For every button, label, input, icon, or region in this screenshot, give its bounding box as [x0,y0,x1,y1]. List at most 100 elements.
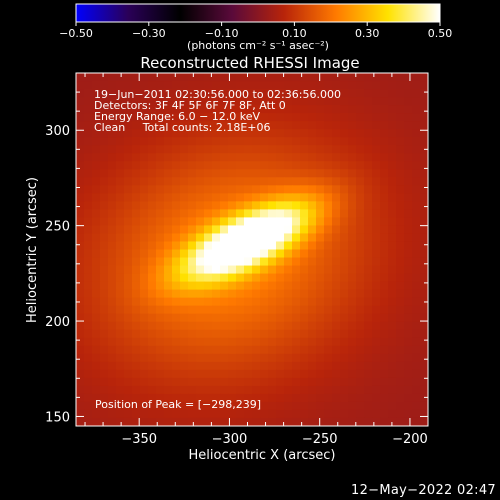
heatmap-cell [364,273,373,283]
heatmap-cell [180,177,189,186]
heatmap-cell [196,185,205,194]
heatmap-cell [196,321,205,331]
heatmap-cell [164,409,173,419]
heatmap-cell [84,305,93,315]
heatmap-cell [148,89,157,98]
heatmap-cell [244,161,253,170]
heatmap-cell [380,281,389,291]
heatmap-cell [252,297,261,307]
heatmap-cell [308,385,317,395]
heatmap-cell [300,169,309,178]
heatmap-cell [164,153,173,162]
heatmap-cell [140,233,149,243]
heatmap-cell [236,185,245,194]
heatmap-cell [116,297,125,307]
heatmap-cell [220,385,229,395]
heatmap-cell [364,361,373,371]
heatmap-cell [420,225,428,235]
heatmap-cell [420,345,428,355]
heatmap-cell [204,289,213,299]
heatmap-cell [188,273,197,283]
heatmap-cell [356,89,365,98]
heatmap-cell [252,305,261,315]
heatmap-cell [76,265,85,275]
heatmap-cell [308,145,317,154]
annotation-block: 19−Jun−2011 02:30:56.000 to 02:36:56.000… [94,88,341,134]
heatmap-cell [196,297,205,307]
heatmap-cell [148,217,157,227]
heatmap-cell [404,193,413,202]
heatmap-cell [220,97,229,106]
heatmap-cell [404,257,413,267]
heatmap-cell [404,89,413,98]
heatmap-cell [124,113,133,122]
heatmap-cell [164,201,173,210]
heatmap-cell [116,193,125,202]
heatmap-cell [292,169,301,178]
heatmap-cell [100,113,109,122]
heatmap-cell [284,185,293,194]
heatmap-cell [116,273,125,283]
heatmap-cell [108,289,117,299]
heatmap-cell [388,201,397,210]
heatmap-cell [124,361,133,371]
heatmap-cell [324,121,333,130]
heatmap-cell [140,273,149,283]
heatmap-cell [388,393,397,403]
heatmap-cell [92,345,101,355]
heatmap-cell [324,177,333,186]
heatmap-cell [124,233,133,243]
heatmap-cell [404,417,413,426]
heatmap-cell [268,417,277,426]
heatmap-cell [124,353,133,363]
heatmap-cell [388,361,397,371]
heatmap-cell [332,329,341,339]
heatmap-cell [100,353,109,363]
heatmap-cell [172,129,181,138]
heatmap-cell [364,225,373,235]
heatmap-cell [164,217,173,227]
heatmap-cell [300,241,309,251]
heatmap-cell [388,345,397,355]
heatmap-cell [276,385,285,395]
heatmap-cell [324,209,333,219]
heatmap-cell [308,361,317,371]
heatmap-cell [308,161,317,170]
heatmap-cell [212,145,221,154]
heatmap-cell [108,281,117,291]
heatmap-cell [212,289,221,299]
heatmap-cell [348,169,357,178]
heatmap-cell [140,321,149,331]
heatmap-cell [132,281,141,291]
heatmap-cell [132,73,141,82]
heatmap-cell [116,129,125,138]
heatmap-cell [84,361,93,371]
heatmap-cell [284,249,293,259]
heatmap-cell [108,417,117,426]
heatmap-cell [132,265,141,275]
heatmap-cell [196,81,205,90]
heatmap-cell [140,281,149,291]
heatmap-cell [92,289,101,299]
heatmap-cell [364,249,373,259]
heatmap-cell [380,369,389,379]
heatmap-cell [252,217,261,227]
heatmap-cell [348,305,357,315]
heatmap-cell [236,297,245,307]
heatmap-cell [116,233,125,243]
heatmap-cell [388,321,397,331]
heatmap-cell [116,337,125,347]
heatmap-cell [252,193,261,202]
heatmap-cell [252,113,261,122]
heatmap-cell [412,249,421,259]
heatmap-cell [260,265,269,275]
heatmap-cell [244,113,253,122]
heatmap-cell [204,201,213,210]
heatmap-cell [292,361,301,371]
heatmap-cell [196,385,205,395]
heatmap-cell [420,129,428,138]
heatmap-cell [364,161,373,170]
heatmap-cell [156,297,165,307]
heatmap-cell [84,97,93,106]
heatmap-cell [140,401,149,411]
